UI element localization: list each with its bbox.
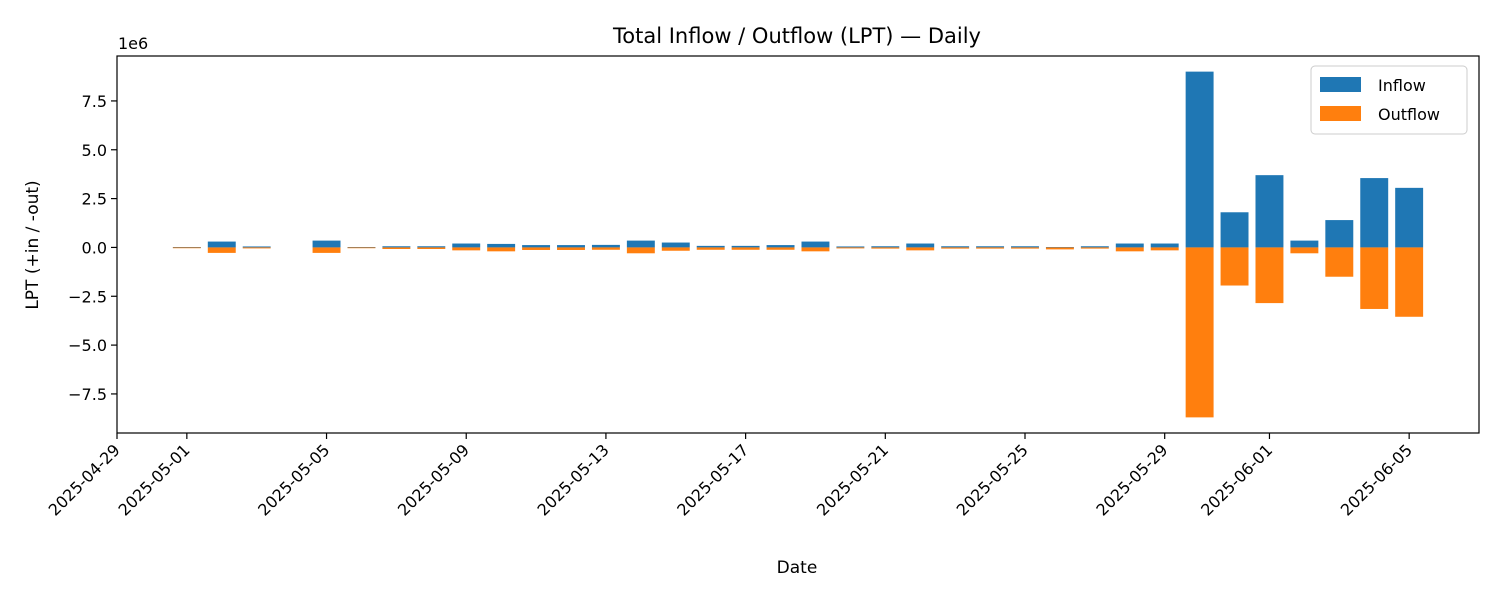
outflow-bar [696, 247, 725, 250]
y-tick-label: −2.5 [68, 287, 107, 306]
legend-label-outflow: Outflow [1378, 105, 1440, 124]
inflow-bar [487, 243, 516, 248]
x-tick-label: 2025-05-21 [813, 440, 892, 519]
outflow-bar [1255, 247, 1284, 304]
legend-swatch-outflow [1320, 106, 1361, 121]
outflow-bar [836, 247, 865, 249]
outflow-bar [172, 247, 201, 249]
x-tick-label: 2025-05-25 [953, 440, 1032, 519]
inflow-bar [1185, 71, 1214, 248]
outflow-bar [731, 247, 760, 250]
outflow-bar [871, 247, 900, 249]
x-tick-label: 2025-05-05 [254, 440, 333, 519]
inflow-bar [871, 246, 900, 248]
inflow-bar [557, 245, 585, 248]
inflow-bar [452, 243, 481, 248]
inflow-bar [1150, 243, 1179, 248]
inflow-bar [766, 245, 795, 248]
inflow-bar [1080, 246, 1109, 248]
outflow-bar [1011, 247, 1039, 249]
inflow-bar [1255, 175, 1284, 248]
outflow-bar [976, 247, 1005, 249]
inflow-bar [1011, 246, 1039, 248]
inflow-bar [1325, 220, 1354, 248]
inflow-bar [1220, 212, 1249, 248]
inflow-bar [1290, 240, 1319, 248]
outflow-bar [207, 247, 236, 253]
outflow-bar [1045, 247, 1074, 250]
inflow-bar [207, 241, 236, 248]
x-tick-label: 2025-05-17 [673, 440, 752, 519]
inflow-bar [626, 240, 655, 248]
y-tick-label: −5.0 [68, 336, 107, 355]
y-tick-label: 2.5 [82, 190, 107, 209]
inflow-bar [242, 246, 271, 248]
x-tick-label: 2025-05-09 [394, 440, 473, 519]
inflow-bar [941, 246, 970, 248]
outflow-bar [1325, 247, 1354, 277]
outflow-bar [801, 247, 830, 252]
inflow-bar [696, 245, 725, 248]
outflow-bar [382, 247, 411, 249]
legend-label-inflow: Inflow [1378, 76, 1426, 95]
outflow-bar [452, 247, 481, 251]
y-tick-label: 0.0 [82, 238, 107, 257]
plot-area [172, 71, 1424, 418]
y-offset-text: 1e6 [118, 34, 148, 53]
outflow-bar [242, 247, 271, 249]
inflow-bar [522, 245, 551, 248]
outflow-bar [661, 247, 690, 251]
inflow-bar [976, 246, 1005, 248]
outflow-bar [1080, 247, 1109, 249]
inflow-bar [906, 243, 935, 248]
inflow-bar [801, 241, 830, 248]
inflow-bar [731, 245, 760, 248]
outflow-bar [522, 247, 551, 250]
inflow-bar [591, 244, 620, 248]
x-tick-label: 2025-05-13 [534, 440, 613, 519]
inflow-bar [312, 240, 341, 248]
inflow-bar [1360, 178, 1389, 248]
x-tick-label: 2025-06-05 [1337, 440, 1416, 519]
y-tick-label: 5.0 [82, 141, 107, 160]
legend-swatch-inflow [1320, 77, 1361, 92]
x-tick-label: 2025-05-01 [114, 440, 193, 519]
outflow-bar [417, 247, 446, 249]
plot-frame [116, 55, 1480, 434]
legend: Inflow Outflow [1310, 65, 1468, 135]
y-tick-label: −7.5 [68, 385, 107, 404]
y-axis-label: LPT (+in / -out) [23, 180, 43, 309]
outflow-bar [1115, 247, 1144, 252]
outflow-bar [1395, 247, 1424, 317]
y-tick-label: 7.5 [82, 92, 107, 111]
outflow-bar [1220, 247, 1249, 286]
outflow-bar [766, 247, 795, 250]
inflow-bar [382, 246, 411, 248]
outflow-bar [312, 247, 341, 253]
outflow-bar [487, 247, 516, 252]
inflow-bar [836, 246, 865, 248]
x-tick-label: 2025-06-01 [1197, 440, 1276, 519]
x-tick-label: 2025-04-29 [45, 440, 124, 519]
inflow-bar [1395, 187, 1424, 248]
outflow-bar [591, 247, 620, 250]
outflow-bar [626, 247, 655, 254]
chart-title: Total Inflow / Outflow (LPT) — Daily [612, 24, 981, 48]
outflow-bar [941, 247, 970, 249]
inflow-bar [661, 242, 690, 248]
outflow-bar [1360, 247, 1389, 309]
inflow-bar [417, 246, 446, 248]
outflow-bar [557, 247, 585, 250]
inflow-bar [1115, 243, 1144, 248]
outflow-bar [1185, 247, 1214, 418]
x-tick-label: 2025-05-29 [1092, 440, 1171, 519]
outflow-bar [347, 247, 376, 249]
outflow-bar [906, 247, 935, 251]
outflow-bar [1290, 247, 1319, 254]
x-axis-label: Date [777, 558, 818, 578]
outflow-bar [1150, 247, 1179, 251]
